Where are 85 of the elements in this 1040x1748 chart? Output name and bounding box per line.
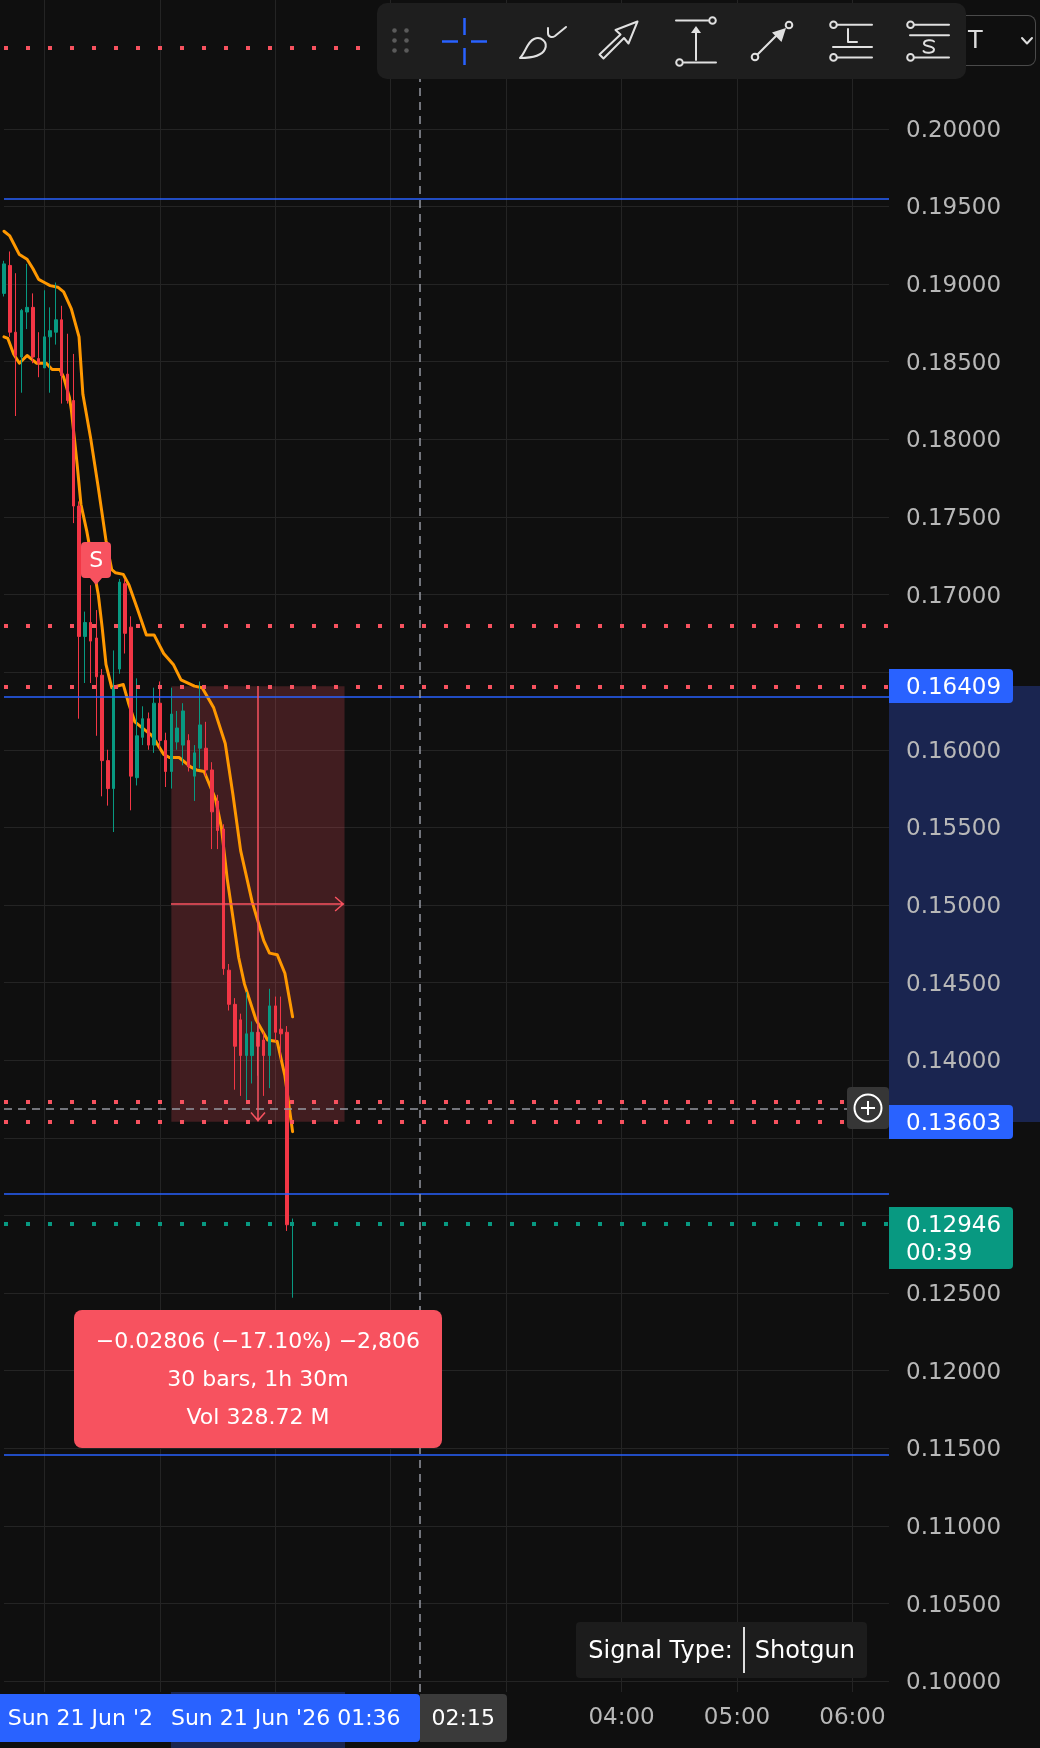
candlestick xyxy=(118,578,121,675)
candlestick xyxy=(123,578,127,655)
ref-line-label: 0.12946 00:39 xyxy=(889,1206,1014,1269)
status-box: Signal Type: Shotgun xyxy=(576,1622,867,1678)
flag: S xyxy=(81,542,112,586)
annotation: 30 bars, 1h 30m xyxy=(166,1364,350,1393)
y-tick-label: 0.14500 xyxy=(906,969,1002,996)
candlestick xyxy=(48,306,52,394)
candlestick xyxy=(198,680,202,769)
y-tick-label: 0.18500 xyxy=(906,348,1002,375)
candlestick xyxy=(129,615,133,811)
candlestick xyxy=(25,263,29,330)
candlestick xyxy=(262,1031,265,1097)
candlestick xyxy=(14,272,17,417)
line-series xyxy=(2,229,295,1019)
candlestick xyxy=(31,292,35,364)
candlestick xyxy=(43,289,46,369)
y-tick-label: 0.15000 xyxy=(906,891,1002,918)
y-tick-label: 0.12000 xyxy=(906,1357,1002,1384)
candlestick xyxy=(152,687,156,754)
y-tick-label: 0.15500 xyxy=(906,814,1002,841)
text: Sun 21 Jun '2 xyxy=(0,1694,162,1742)
candlestick xyxy=(175,710,179,751)
candlestick xyxy=(268,988,271,1089)
candlestick xyxy=(141,705,144,746)
candlestick xyxy=(250,1020,254,1084)
x-tick-label: 05:00 xyxy=(703,1702,771,1729)
candlestick xyxy=(210,761,214,850)
candlestick xyxy=(2,260,6,297)
candlestick xyxy=(279,996,283,1061)
candlestick xyxy=(158,680,162,751)
annotation: Vol 328.72 M xyxy=(185,1402,331,1431)
candlestick xyxy=(181,702,185,766)
candlestick xyxy=(239,1013,242,1097)
candlestick xyxy=(222,823,225,976)
annotation: −0.02806 (−17.10%) −2,806 xyxy=(95,1326,421,1355)
candlestick xyxy=(20,308,23,394)
x-tick-label: 04:00 xyxy=(588,1702,655,1729)
tooltip: −0.02806 (−17.10%) −2,806 30 bars, 1h 30m Vol 328.72 M xyxy=(73,1309,443,1448)
y-tick-label: 0.12500 xyxy=(906,1280,1002,1307)
candlestick xyxy=(170,687,173,790)
y-tick-label: 0.20000 xyxy=(906,115,1002,142)
y-tick-label: 0.18000 xyxy=(906,426,1002,453)
candlestick xyxy=(193,744,196,802)
text: Sun 21 Jun '26 01:36 xyxy=(161,1694,420,1742)
y-tick-label: 0.17000 xyxy=(906,581,1002,608)
candlestick xyxy=(233,997,237,1091)
x-tick-label: 06:00 xyxy=(819,1702,886,1729)
candlestick xyxy=(66,333,69,405)
candlestick xyxy=(54,282,58,346)
y-tick-label: 0.16000 xyxy=(906,736,1002,763)
annotation: Signal Type: xyxy=(588,1636,733,1664)
y-tick-label: 0.11000 xyxy=(906,1512,1002,1539)
y-tick-label: 0.11500 xyxy=(906,1435,1002,1462)
candlestick xyxy=(164,732,167,788)
candlestick xyxy=(100,668,104,797)
candlestick xyxy=(135,677,139,786)
candlestick xyxy=(274,996,277,1043)
y-tick-label: 0.19500 xyxy=(906,193,1002,220)
candlestick xyxy=(245,991,248,1102)
y-tick-label: 0.14000 xyxy=(906,1047,1002,1074)
candlestick xyxy=(77,500,81,720)
y-tick-label: 0.19000 xyxy=(906,271,1002,298)
candlestick xyxy=(147,712,150,751)
ref-line-label: 02:15 xyxy=(419,1694,507,1742)
candlestick xyxy=(227,963,231,1012)
candlestick xyxy=(72,353,75,524)
candlestick xyxy=(89,584,92,684)
candlestick xyxy=(285,1025,289,1232)
y-tick-label: 0.10500 xyxy=(906,1590,1002,1617)
candlestick xyxy=(187,733,190,772)
candlestick xyxy=(8,250,12,338)
candlestick xyxy=(112,649,115,833)
y-tick-label: 0.17500 xyxy=(906,503,1002,530)
y-tick-label: 0.10000 xyxy=(906,1668,1002,1695)
annotation: Shotgun xyxy=(742,1627,855,1673)
candlestick xyxy=(83,611,87,684)
candlestick xyxy=(106,749,110,807)
candlestick xyxy=(37,331,40,378)
candlestick xyxy=(95,609,98,737)
candlestick xyxy=(204,721,208,777)
ref-line-label: 0.13603 xyxy=(889,1104,1014,1139)
candlestick xyxy=(216,794,219,850)
ref-line-label: 0.16409 xyxy=(889,669,1014,704)
candlestick xyxy=(60,305,63,405)
